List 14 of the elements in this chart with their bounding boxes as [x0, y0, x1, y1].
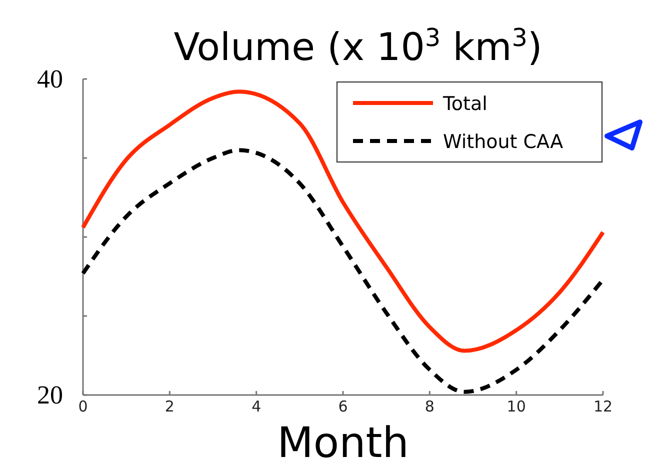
x-tick-label: 2: [164, 398, 174, 416]
legend-label: Total: [442, 93, 488, 115]
line-series: [81, 90, 605, 353]
x-tick-label: 12: [593, 398, 613, 416]
x-tick-label: 8: [424, 398, 434, 416]
chart-title: Volume (x 10$^{3}$ km$^{3}$): [174, 22, 542, 69]
x-axis-title: Month: [277, 418, 409, 465]
y-tick-label: 20: [37, 380, 63, 410]
legend-label: Without CAA: [443, 131, 564, 153]
x-tick-label: 6: [338, 398, 348, 416]
x-tick-label: 10: [506, 398, 526, 416]
x-tick-label: 0: [78, 398, 88, 416]
x-tick-label: 4: [252, 398, 262, 416]
y-tick-label: 40: [37, 64, 63, 94]
